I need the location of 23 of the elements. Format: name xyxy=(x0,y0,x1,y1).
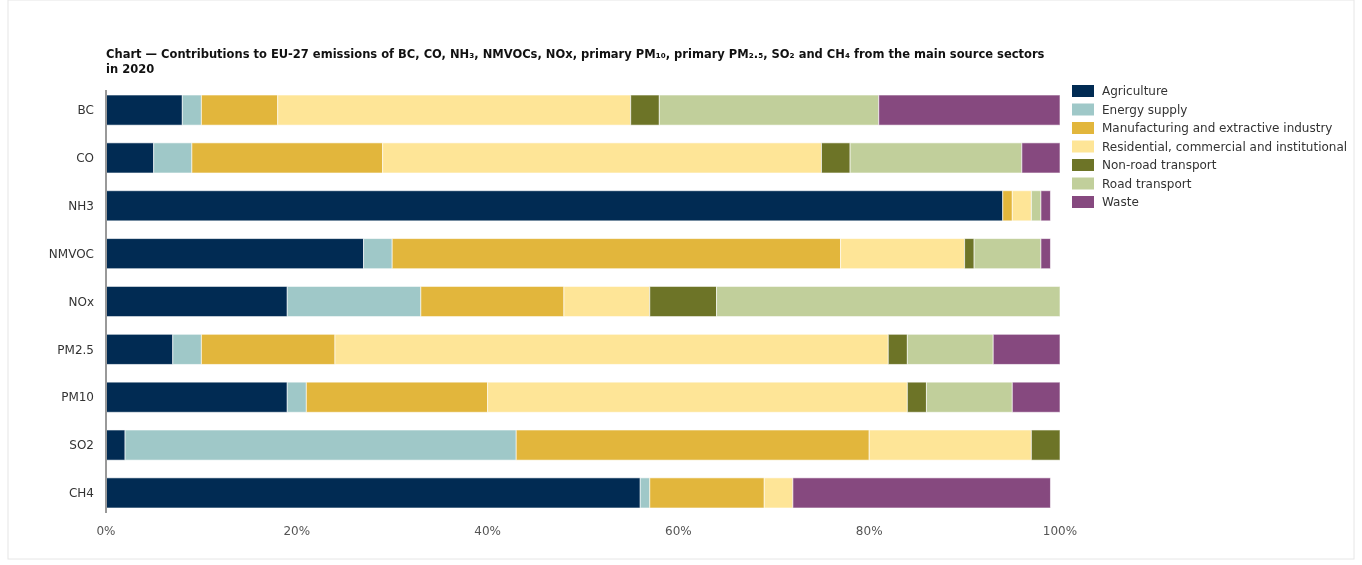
legend-label: Non-road transport xyxy=(1102,158,1217,173)
y-tick-label: NOx xyxy=(68,294,94,309)
x-tick-label: 0% xyxy=(96,524,116,538)
legend-label: Energy supply xyxy=(1102,102,1188,117)
x-tick-label: 20% xyxy=(283,524,311,538)
legend-label: Residential, commercial and institutional xyxy=(1102,139,1348,154)
y-tick-label: PM2.5 xyxy=(57,342,94,357)
y-tick-label: CO xyxy=(76,151,94,166)
legend-label: Manufacturing and extractive industry xyxy=(1102,121,1333,136)
y-tick-label: SO2 xyxy=(69,438,94,453)
y-tick-label: PM10 xyxy=(61,390,94,405)
x-tick-label: 100% xyxy=(1042,524,1078,538)
y-tick-label: NMVOC xyxy=(48,246,94,261)
x-tick-label: 80% xyxy=(855,524,883,538)
legend-label: Road transport xyxy=(1102,176,1192,191)
y-tick-label: NH3 xyxy=(68,198,94,213)
y-tick-label: BC xyxy=(77,103,94,118)
legend-label: Waste xyxy=(1102,195,1139,210)
x-tick-label: 40% xyxy=(474,524,501,538)
chart-title: Chart — Contributions to EU-27 emissions of BC, CO, NH₃, NMVOCs, NOx, primary PM₁₀, primary PM₂.₅, SO₂ and CH₄ from the main source sectors in 2020 xyxy=(106,47,1045,76)
y-tick-label: CH4 xyxy=(68,486,94,501)
legend-label: Agriculture xyxy=(1102,84,1168,99)
x-tick-label: 60% xyxy=(665,524,692,538)
